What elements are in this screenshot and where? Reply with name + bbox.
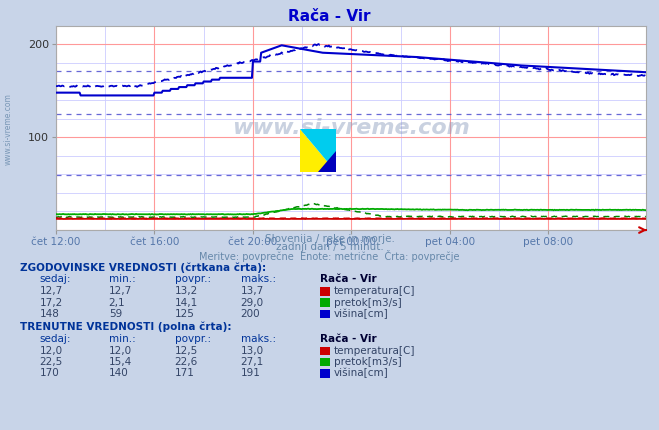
Text: povpr.:: povpr.: (175, 274, 211, 284)
Text: 22,6: 22,6 (175, 357, 198, 367)
Text: temperatura[C]: temperatura[C] (334, 286, 416, 296)
Text: 27,1: 27,1 (241, 357, 264, 367)
Text: 12,5: 12,5 (175, 346, 198, 356)
Text: www.si-vreme.com: www.si-vreme.com (3, 93, 13, 165)
Text: Meritve: povprečne  Enote: metrične  Črta: povprečje: Meritve: povprečne Enote: metrične Črta:… (199, 250, 460, 262)
Text: 12,0: 12,0 (40, 346, 63, 356)
Text: pretok[m3/s]: pretok[m3/s] (334, 357, 402, 367)
Text: 13,0: 13,0 (241, 346, 264, 356)
Text: maks.:: maks.: (241, 334, 275, 344)
Text: min.:: min.: (109, 334, 136, 344)
Polygon shape (318, 150, 336, 172)
Polygon shape (300, 129, 336, 172)
Text: min.:: min.: (109, 274, 136, 284)
Text: www.si-vreme.com: www.si-vreme.com (232, 118, 470, 138)
Text: Slovenija / reke in morje.: Slovenija / reke in morje. (264, 234, 395, 244)
Text: 125: 125 (175, 309, 194, 319)
Text: 17,2: 17,2 (40, 298, 63, 307)
Text: 148: 148 (40, 309, 59, 319)
Text: 12,7: 12,7 (40, 286, 63, 296)
Text: 2,1: 2,1 (109, 298, 125, 307)
Text: zadnji dan / 5 minut.: zadnji dan / 5 minut. (275, 242, 384, 252)
Text: maks.:: maks.: (241, 274, 275, 284)
Text: 191: 191 (241, 368, 260, 378)
Text: sedaj:: sedaj: (40, 274, 71, 284)
Text: Rača - Vir: Rača - Vir (320, 334, 376, 344)
Text: temperatura[C]: temperatura[C] (334, 346, 416, 356)
Text: Rača - Vir: Rača - Vir (320, 274, 376, 284)
Text: pretok[m3/s]: pretok[m3/s] (334, 298, 402, 307)
Text: višina[cm]: višina[cm] (334, 309, 389, 319)
Text: 59: 59 (109, 309, 122, 319)
Text: 22,5: 22,5 (40, 357, 63, 367)
Text: 15,4: 15,4 (109, 357, 132, 367)
Text: 140: 140 (109, 368, 129, 378)
Text: 12,0: 12,0 (109, 346, 132, 356)
Text: povpr.:: povpr.: (175, 334, 211, 344)
Text: 13,2: 13,2 (175, 286, 198, 296)
Text: ZGODOVINSKE VREDNOSTI (črtkana črta):: ZGODOVINSKE VREDNOSTI (črtkana črta): (20, 262, 266, 273)
Text: sedaj:: sedaj: (40, 334, 71, 344)
Text: 171: 171 (175, 368, 194, 378)
Text: višina[cm]: višina[cm] (334, 368, 389, 378)
Text: 29,0: 29,0 (241, 298, 264, 307)
Polygon shape (300, 129, 336, 172)
Text: 14,1: 14,1 (175, 298, 198, 307)
Text: 170: 170 (40, 368, 59, 378)
Text: 13,7: 13,7 (241, 286, 264, 296)
Text: TRENUTNE VREDNOSTI (polna črta):: TRENUTNE VREDNOSTI (polna črta): (20, 322, 231, 332)
Text: 12,7: 12,7 (109, 286, 132, 296)
Text: 200: 200 (241, 309, 260, 319)
Text: Rača - Vir: Rača - Vir (288, 9, 371, 25)
